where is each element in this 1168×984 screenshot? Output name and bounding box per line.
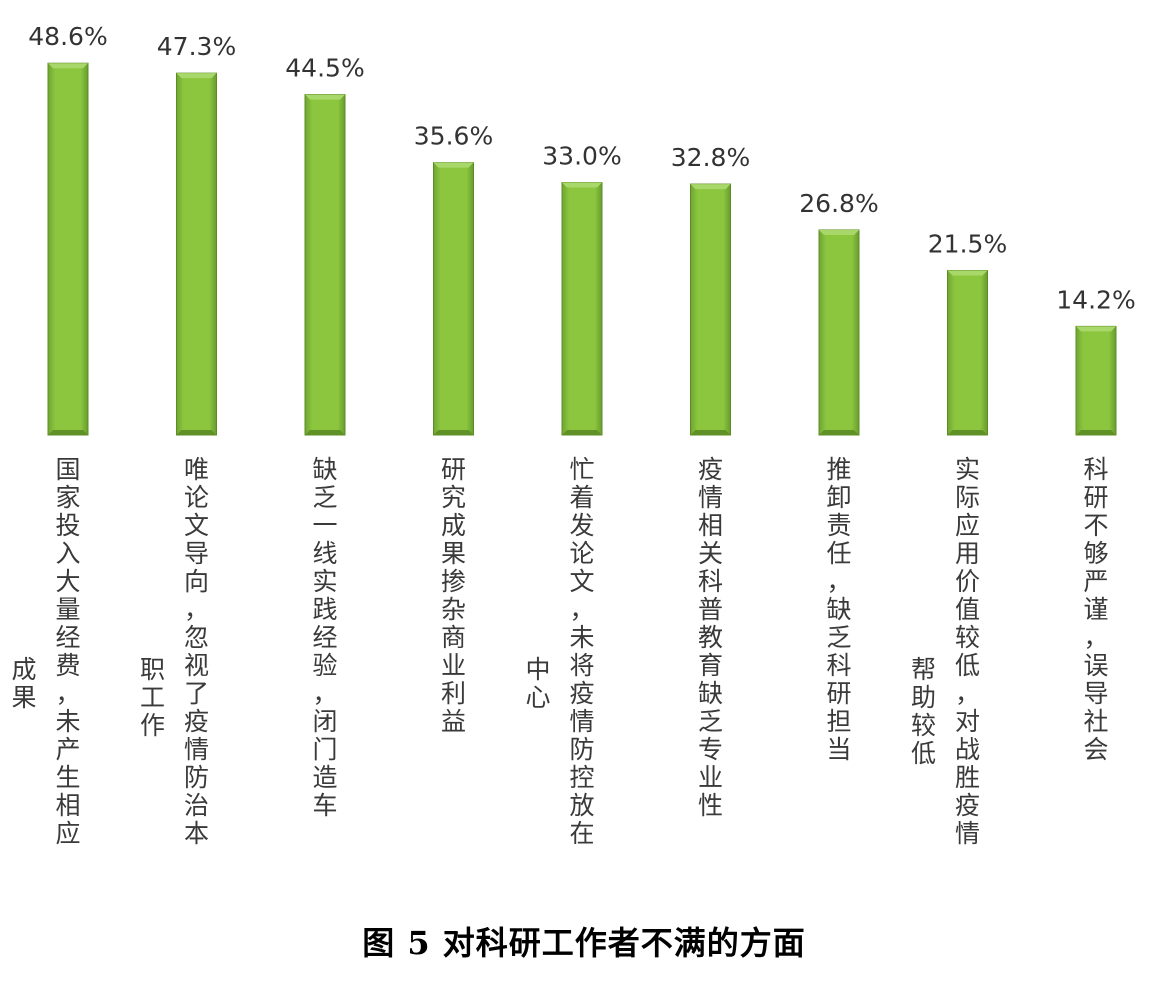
bar-top-bevel [562,182,602,188]
category-label: 疫情相关科普教育缺乏专业性 [697,455,723,820]
category-label: 推卸责任，缺乏科研担当 [826,455,852,764]
data-label: 35.6% [414,122,493,151]
category-label: 研究成果掺杂商业利益 [440,455,466,736]
bar-body [47,62,89,436]
bar-bottom-bevel [433,430,474,435]
data-label: 48.6% [28,22,107,51]
category-label: 帮助较低 [910,655,936,768]
category-label: 成果 [11,655,37,712]
bar-body [818,229,860,436]
bar [561,182,603,436]
bar-top-bevel [819,229,859,235]
data-label: 14.2% [1056,285,1135,314]
bar [47,62,89,436]
bar-bottom-bevel [819,430,859,435]
bar-body [561,182,603,436]
bar-top-bevel [176,73,217,79]
bar-bottom-bevel [176,430,217,435]
category-label: 唯论文导向，忽视了疫情防治本 [183,455,209,848]
bar [433,162,474,436]
bar-top-bevel [48,63,88,69]
bar [176,72,217,436]
bar-body [690,183,731,436]
category-label: 忙着发论文，未将疫情防控放在 [569,455,595,848]
data-label: 21.5% [928,230,1007,259]
category-label: 中心 [525,655,551,712]
data-label: 26.8% [799,189,878,218]
bar-top-bevel [690,184,731,190]
bar-chart: 48.6% 47.3% 44.5% 35.6% 33.0% 32.8% 26.8% 21.5%… [11,22,1136,848]
data-label: 44.5% [285,54,364,83]
bar-body [1075,325,1117,436]
category-label: 缺乏一线实践经验，闭门造车 [312,455,338,820]
bars-layer [47,62,1117,436]
category-label: 职工作 [139,655,165,740]
bar-bottom-bevel [947,430,988,435]
category-label: 实际应用价值较低，对战胜疫情 [954,455,980,848]
bar-body [433,162,474,436]
category-label: 国家投入大量经费，未产生相应 [55,455,81,848]
bar-bottom-bevel [1076,430,1116,435]
bar [690,183,731,436]
bar-top-bevel [1076,326,1116,332]
bar-body [176,72,217,436]
bar [947,270,988,436]
data-label: 47.3% [157,32,236,61]
bar-chart-canvas: 48.6% 47.3% 44.5% 35.6% 33.0% 32.8% 26.8% 21.5%… [28,22,1136,436]
bar-bottom-bevel [48,430,88,435]
data-label: 33.0% [542,142,621,171]
bar-bottom-bevel [690,430,731,435]
bar-bottom-bevel [305,430,345,435]
bar [304,94,346,436]
category-label: 科研不够严谨，误导社会 [1083,455,1109,764]
bar-top-bevel [305,94,345,100]
bar-bottom-bevel [562,430,602,435]
value-labels-layer: 48.6% 47.3% 44.5% 35.6% 33.0% 32.8% 26.8% 21.5%… [28,22,1135,314]
figure-caption: 图 5 对科研工作者不满的方面 [362,924,806,962]
data-label: 32.8% [671,143,750,172]
bar-body [304,94,346,436]
bar-top-bevel [947,270,988,276]
bar-body [947,270,988,436]
bar [818,229,860,436]
bar [1075,325,1117,436]
bar-top-bevel [433,162,474,168]
